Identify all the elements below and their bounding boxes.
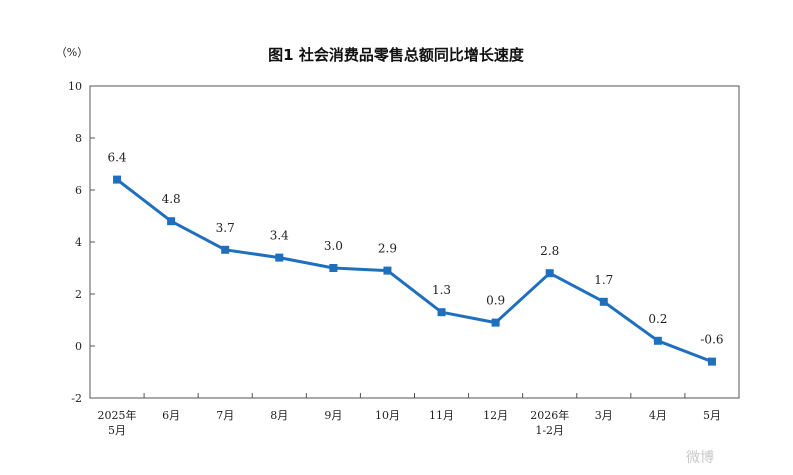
watermark-text: 微博	[686, 449, 714, 466]
x-tick-label: 4月	[649, 409, 667, 422]
data-point	[113, 175, 122, 184]
y-tick-label: 2	[75, 288, 82, 301]
data-point	[275, 253, 284, 262]
x-tick-label: 2026年 1-2月	[530, 408, 569, 437]
data-point	[221, 245, 230, 254]
chart-title: 图1 社会消费品零售总额同比增长速度	[268, 46, 525, 64]
plot-frame	[89, 85, 740, 399]
data-point	[707, 357, 716, 366]
data-point	[653, 336, 662, 345]
x-tick-label: 10月	[375, 409, 400, 422]
y-tick-label: 6	[75, 184, 82, 197]
data-label: 1.7	[594, 273, 613, 287]
data-label: 6.4	[107, 151, 126, 165]
data-label: 0.9	[486, 294, 505, 308]
x-tick-label: 9月	[324, 409, 342, 422]
data-label: 3.0	[324, 239, 343, 253]
data-markers	[113, 175, 716, 366]
data-point	[437, 308, 446, 317]
data-label: 2.8	[540, 244, 559, 258]
data-label: 4.8	[162, 192, 181, 206]
data-labels: 6.4 4.8 3.7 3.4 3.0 2.9 1.3 0.9 2.8 1.7 0.2 -0.6	[107, 151, 723, 347]
data-point	[599, 297, 608, 306]
data-label: 3.4	[270, 229, 289, 243]
data-label: 3.7	[216, 221, 235, 235]
data-point	[383, 266, 392, 275]
x-tick-label: 12月	[483, 409, 508, 422]
data-label: 2.9	[378, 242, 397, 256]
data-point	[167, 217, 176, 226]
x-tick-label: 8月	[270, 409, 288, 422]
y-unit-label: （%）	[56, 46, 88, 59]
x-axis: 2025年 5月 6月 7月 8月 9月 10月 11月 12月 2026年 1-2月 3月 4月 5月	[89, 393, 740, 437]
data-label: 1.3	[432, 283, 451, 297]
series-line	[116, 178, 713, 364]
data-point	[491, 318, 500, 327]
x-tick-label: 7月	[216, 409, 234, 422]
x-tick-label: 11月	[429, 409, 454, 422]
y-tick-label: 4	[75, 236, 82, 249]
y-tick-label: -2	[71, 392, 82, 405]
x-tick-label: 3月	[595, 409, 613, 422]
y-tick-label: 8	[75, 132, 82, 145]
y-axis: -2 0 2 4 6 8 10	[68, 80, 95, 405]
data-label: -0.6	[700, 333, 723, 347]
data-point	[329, 264, 338, 272]
data-point	[545, 269, 554, 278]
x-tick-label: 5月	[703, 409, 721, 422]
x-tick-label: 6月	[162, 409, 180, 422]
data-label: 0.2	[648, 312, 667, 326]
y-tick-label: 0	[75, 340, 82, 353]
y-tick-label: 10	[68, 80, 82, 93]
x-tick-label: 2025年 5月	[98, 408, 137, 437]
